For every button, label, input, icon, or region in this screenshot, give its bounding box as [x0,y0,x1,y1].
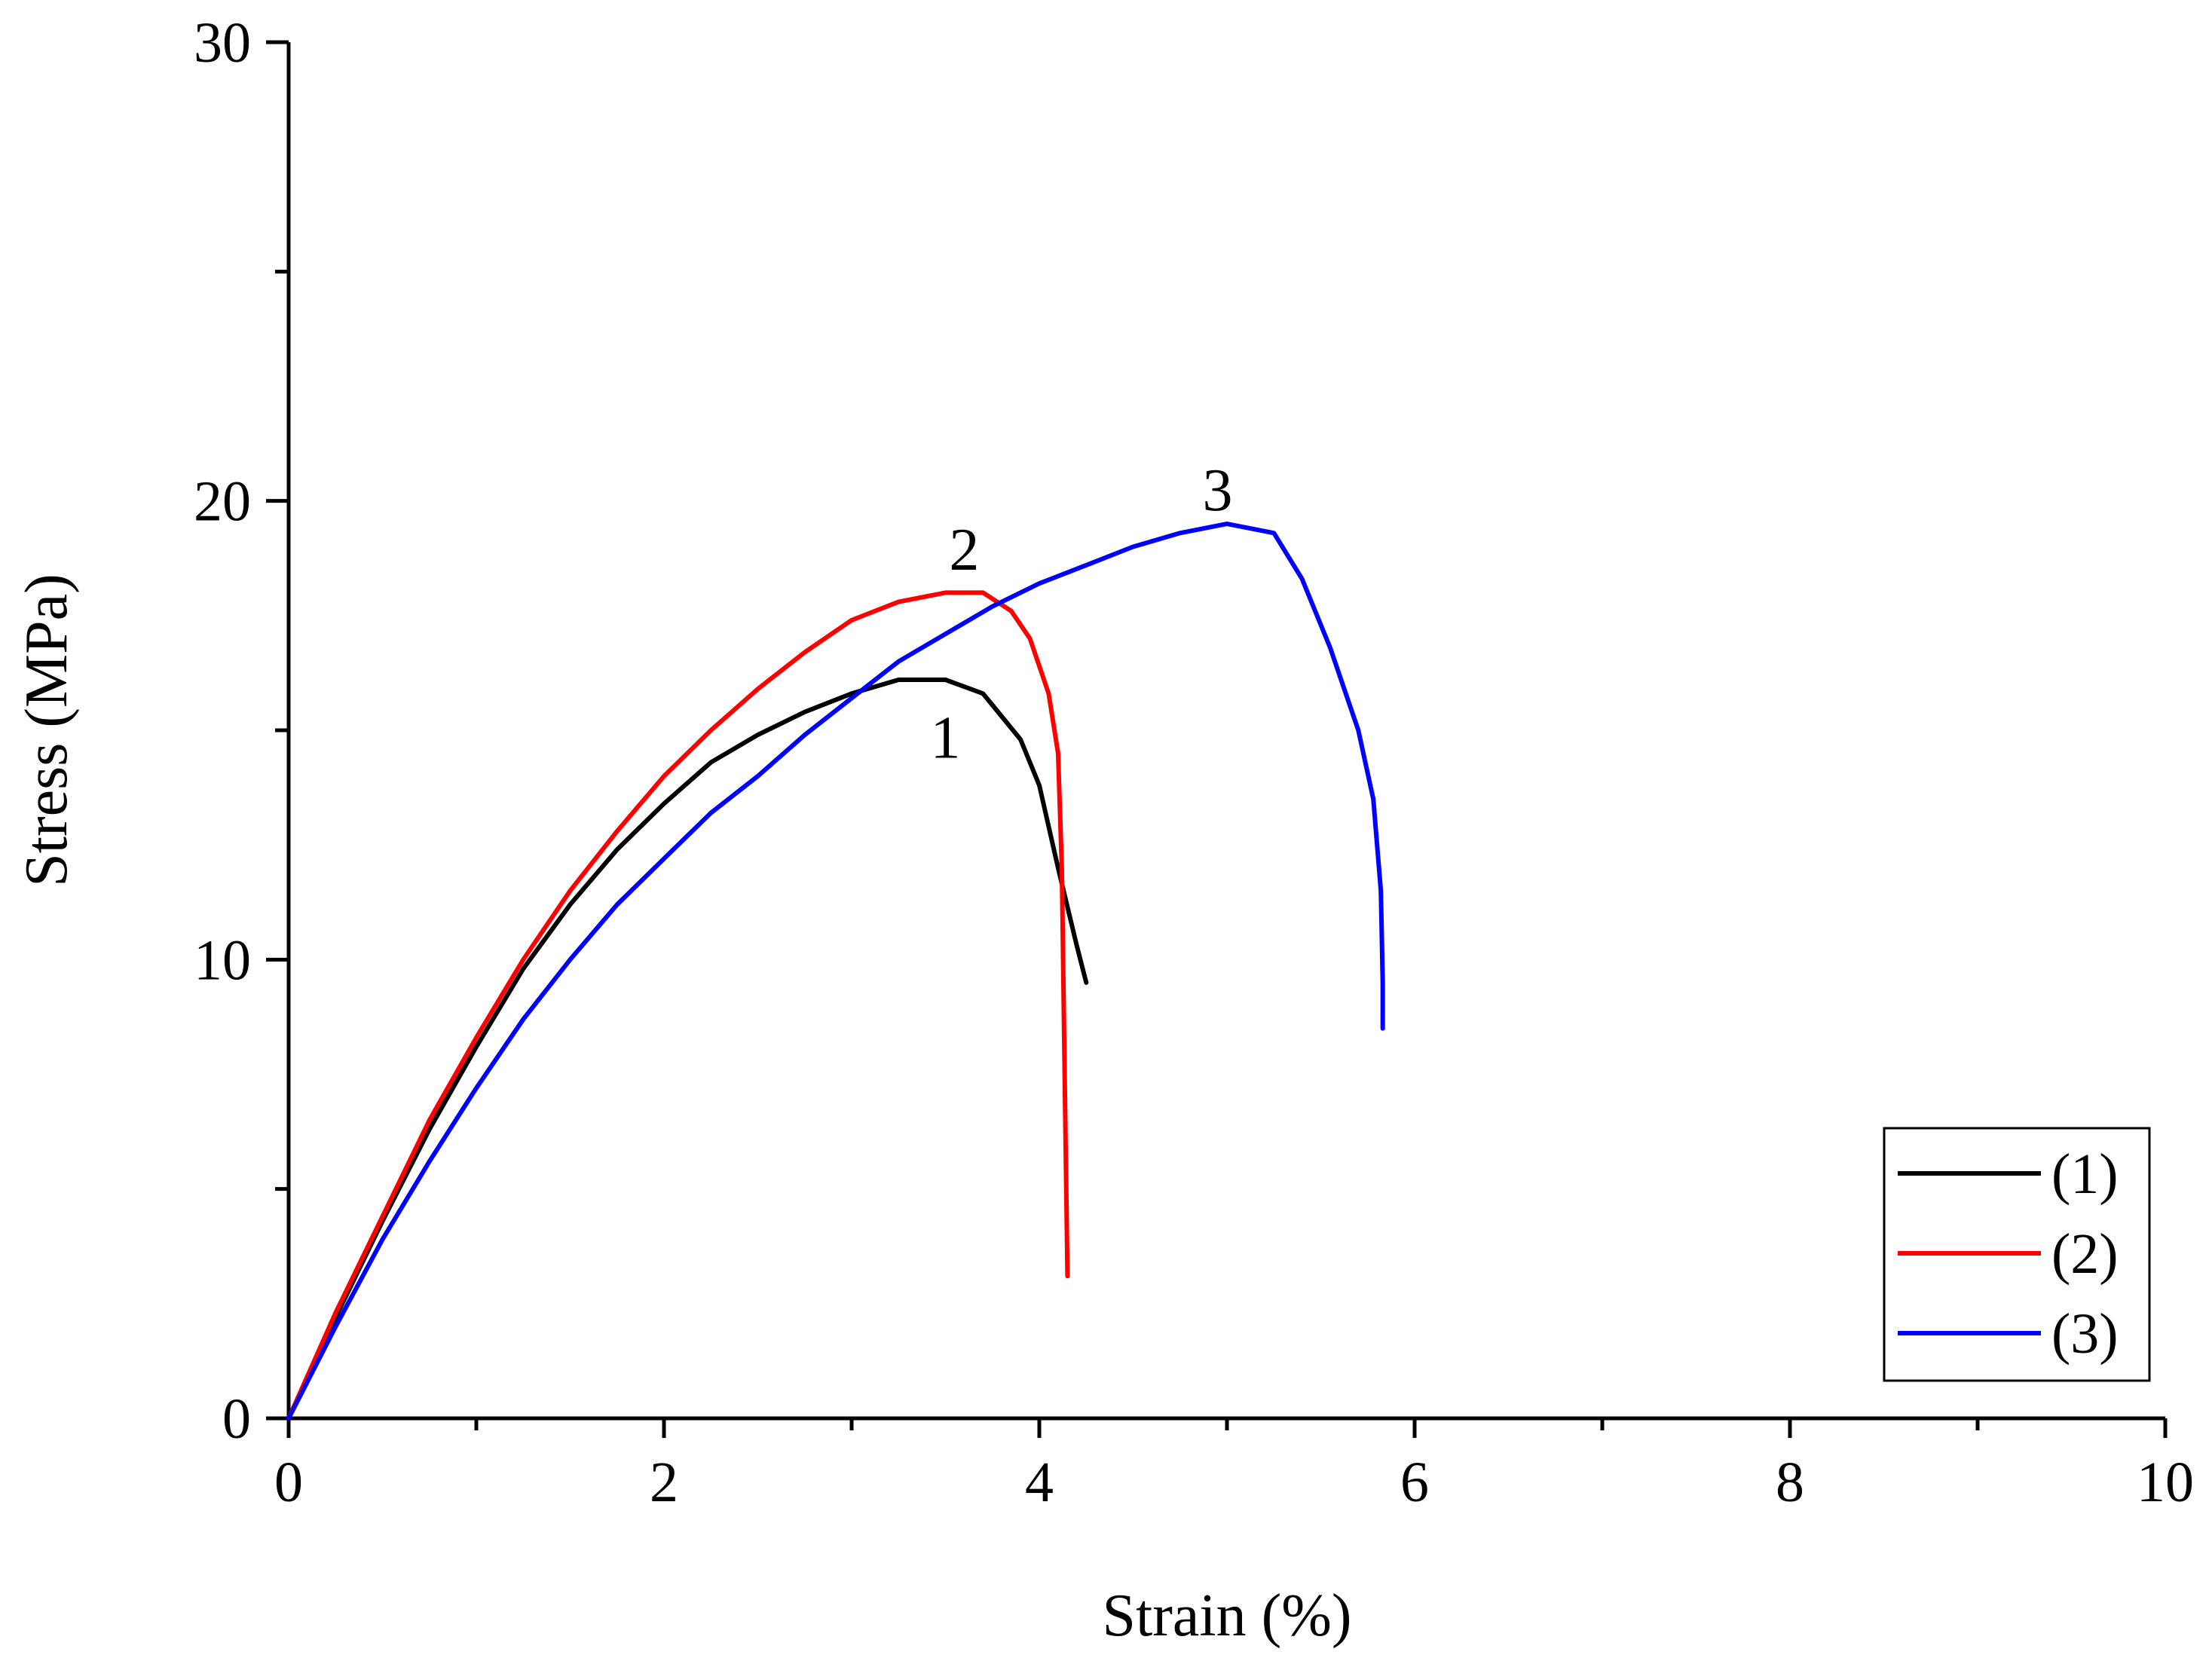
legend-label-2: (2) [2051,1222,2119,1286]
x-tick-label: 10 [2137,1451,2194,1514]
curve-label-1: 1 [931,705,961,772]
y-tick-label: 30 [194,11,251,75]
x-axis-title: Strain (%) [1102,1583,1351,1649]
x-tick-label: 8 [1776,1451,1804,1514]
y-axis-title: Stress (MPa) [14,574,80,887]
legend-label-1: (1) [2051,1143,2119,1206]
curve-label-3: 3 [1203,457,1233,524]
curve-labels: 1 2 3 [931,457,1233,772]
legend: (1) (2) (3) [1883,1127,2151,1382]
x-tick-label: 0 [274,1451,303,1514]
curve-label-2: 2 [949,517,979,583]
series-line-3 [286,522,1385,1421]
series-line-2 [286,590,1070,1421]
x-tick-label: 6 [1400,1451,1429,1514]
legend-label-3: (3) [2051,1302,2119,1366]
axes: 0 2 4 6 8 10 0 10 20 30 Strain (%) Stress (MPa) [14,11,2194,1649]
x-tick-label: 4 [1025,1451,1054,1514]
x-tick-label: 2 [650,1451,678,1514]
series-layer [286,522,1385,1421]
y-tick-label: 10 [194,928,251,992]
series-line-1 [286,678,1089,1421]
y-tick-label: 20 [194,470,251,534]
y-tick-label: 0 [222,1387,251,1451]
